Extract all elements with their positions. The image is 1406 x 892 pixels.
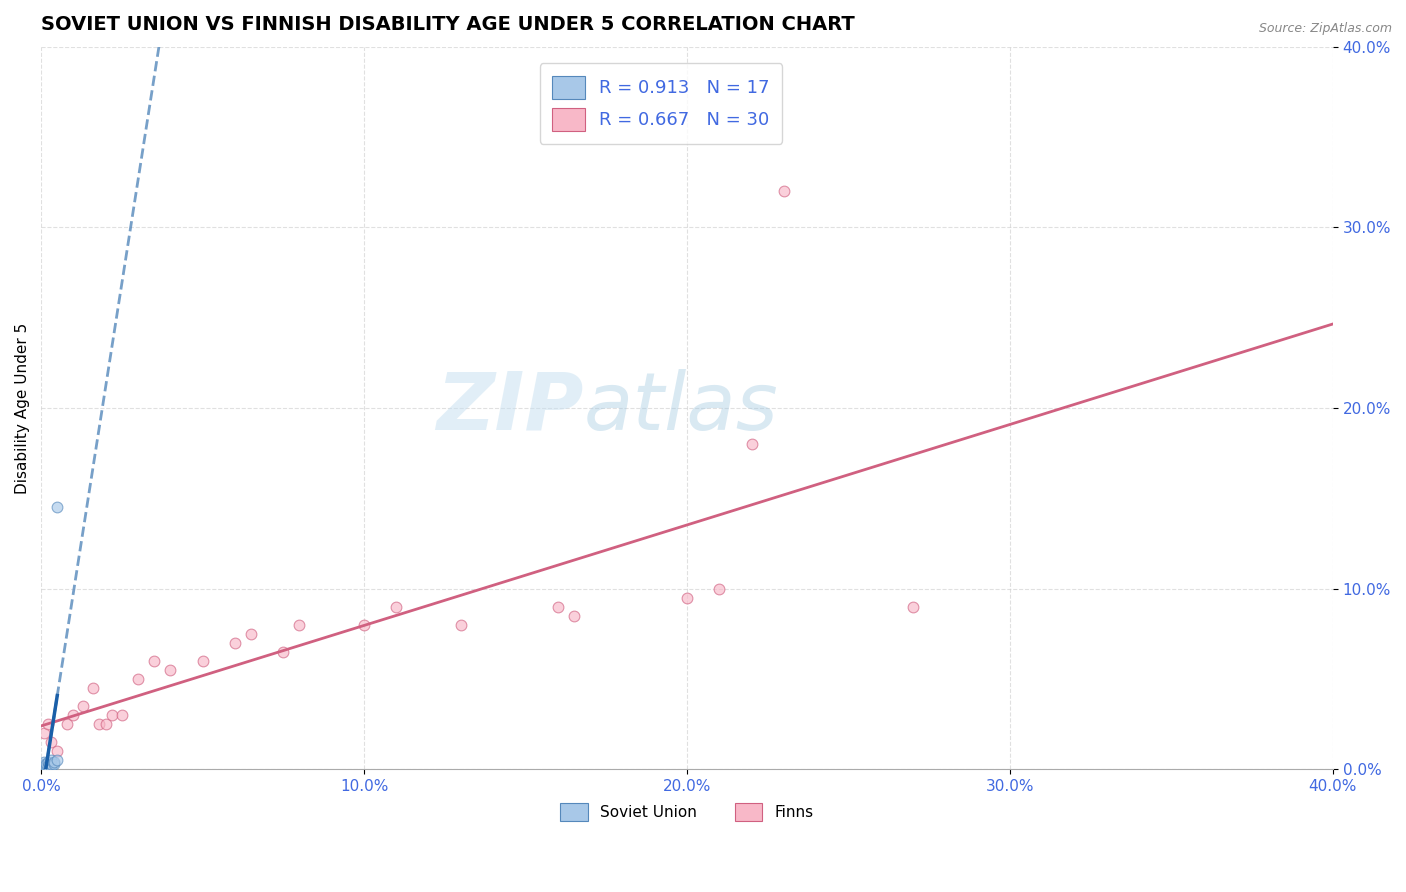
Point — [82, 681, 104, 695]
Text: Source: ZipAtlas.com: Source: ZipAtlas.com — [1258, 22, 1392, 36]
Point — [46, 753, 69, 767]
Point — [34, 760, 56, 774]
Text: atlas: atlas — [583, 369, 779, 447]
Point — [271, 645, 294, 659]
Text: SOVIET UNION VS FINNISH DISABILITY AGE UNDER 5 CORRELATION CHART: SOVIET UNION VS FINNISH DISABILITY AGE U… — [41, 15, 855, 34]
Point — [34, 756, 56, 771]
Point — [34, 755, 56, 769]
Point — [143, 654, 166, 668]
Point — [772, 184, 794, 198]
Point — [35, 760, 58, 774]
Point — [31, 760, 53, 774]
Point — [46, 500, 69, 515]
Text: ZIP: ZIP — [436, 369, 583, 447]
Point — [37, 717, 59, 731]
Point — [240, 627, 263, 641]
Y-axis label: Disability Age Under 5: Disability Age Under 5 — [15, 322, 30, 493]
Point — [42, 756, 65, 771]
Point — [39, 760, 62, 774]
Point — [37, 755, 59, 769]
Point — [89, 717, 111, 731]
Point — [288, 617, 311, 632]
Point — [562, 608, 585, 623]
Point — [676, 591, 699, 605]
Point — [39, 756, 62, 771]
Point — [353, 617, 375, 632]
Point — [39, 735, 62, 749]
Point — [35, 756, 58, 771]
Point — [34, 726, 56, 740]
Point — [32, 758, 55, 772]
Point — [46, 744, 69, 758]
Point — [94, 717, 117, 731]
Point — [62, 708, 84, 723]
Point — [101, 708, 124, 723]
Point — [111, 708, 134, 723]
Point — [39, 753, 62, 767]
Point — [450, 617, 472, 632]
Point — [741, 437, 763, 451]
Point — [42, 755, 65, 769]
Point — [709, 582, 731, 596]
Point — [127, 672, 149, 686]
Point — [901, 599, 924, 614]
Point — [37, 758, 59, 772]
Legend: Soviet Union, Finns: Soviet Union, Finns — [554, 797, 820, 827]
Point — [191, 654, 214, 668]
Point — [159, 663, 181, 677]
Point — [224, 636, 246, 650]
Point — [385, 599, 408, 614]
Point — [547, 599, 569, 614]
Point — [56, 717, 79, 731]
Point — [38, 756, 60, 771]
Point — [72, 699, 94, 714]
